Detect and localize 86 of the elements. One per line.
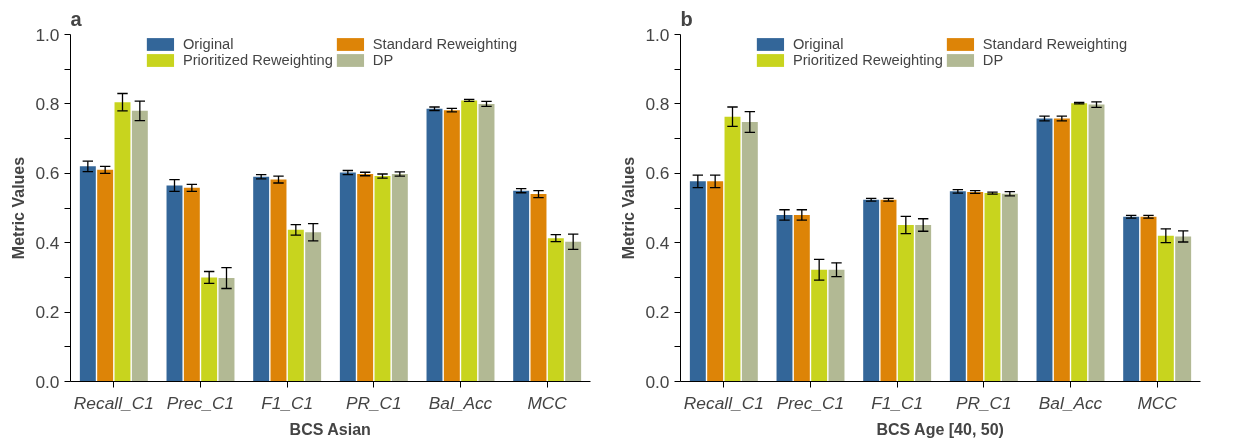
bar <box>707 181 724 382</box>
bar <box>880 199 897 382</box>
bar <box>97 169 114 382</box>
bar <box>183 187 200 382</box>
bar <box>828 269 845 382</box>
bar <box>741 121 758 382</box>
bar <box>478 103 495 382</box>
bar <box>915 225 932 382</box>
bar <box>443 110 460 382</box>
bar <box>114 102 131 382</box>
x-axis-title: BCS Age [40, 50) <box>876 420 1004 438</box>
y-tick-label: 1.0 <box>35 24 60 45</box>
legend-label: Original <box>182 36 234 52</box>
bar <box>1036 118 1053 382</box>
y-tick-label: 1.0 <box>645 24 670 45</box>
y-tick-label: 0.6 <box>645 163 670 184</box>
bar <box>1175 236 1192 382</box>
bar <box>374 176 391 382</box>
bar <box>1140 216 1157 382</box>
bar <box>811 269 828 382</box>
bar <box>547 238 564 382</box>
legend-label: Standard Reweighting <box>982 36 1128 52</box>
bar <box>776 214 793 382</box>
bar <box>201 277 218 382</box>
bar <box>530 194 547 382</box>
x-tick-label: MCC <box>527 392 568 413</box>
bar <box>984 193 1001 382</box>
bar <box>131 110 148 382</box>
bar <box>689 181 706 382</box>
y-tick-label: 0.4 <box>645 232 670 253</box>
x-axis-title: BCS Asian <box>289 420 371 438</box>
y-tick-label: 0.6 <box>35 163 60 184</box>
bar <box>793 214 810 382</box>
bar <box>565 241 582 382</box>
bar <box>218 278 235 382</box>
bar <box>461 100 478 382</box>
chart-title: b <box>680 7 693 30</box>
y-tick-label: 0.2 <box>645 302 670 323</box>
x-tick-label: F1_C1 <box>261 392 314 413</box>
bar <box>357 173 374 382</box>
x-tick-label: Prec_C1 <box>776 392 845 413</box>
y-tick-label: 0.8 <box>645 93 670 114</box>
x-tick-label: F1_C1 <box>871 392 924 413</box>
y-axis-title: Metric Values <box>10 156 28 260</box>
x-tick-label: Bal_Acc <box>1038 392 1103 413</box>
bar <box>513 190 530 382</box>
x-tick-label: Bal_Acc <box>428 392 493 413</box>
bar <box>426 108 443 382</box>
bar <box>339 172 356 382</box>
x-tick-label: Prec_C1 <box>166 392 235 413</box>
bar <box>1071 103 1088 382</box>
bar <box>949 191 966 382</box>
y-tick-label: 0.8 <box>35 93 60 114</box>
bar <box>1123 216 1140 382</box>
text: 0.0 <box>35 371 60 392</box>
bar <box>897 225 914 382</box>
bar <box>1157 235 1174 382</box>
bar <box>391 173 408 382</box>
y-axis-title: Metric Values <box>620 156 638 260</box>
bar <box>1001 193 1018 382</box>
bar <box>1088 104 1105 382</box>
legend-label: Standard Reweighting <box>372 36 518 52</box>
y-tick-label: 0.4 <box>35 232 60 253</box>
bar <box>724 116 741 382</box>
y-tick-label: 0.2 <box>35 302 60 323</box>
legend-label: Original <box>792 36 844 52</box>
bar <box>967 192 984 382</box>
legend-label: DP <box>982 52 1004 68</box>
bar <box>79 166 96 382</box>
bar <box>253 176 270 382</box>
text: 0.0 <box>645 371 670 392</box>
x-tick-label: PR_C1 <box>345 392 402 413</box>
legend-label: Prioritized Reweighting <box>792 52 943 68</box>
x-tick-label: MCC <box>1137 392 1178 413</box>
bar <box>270 179 287 382</box>
chart-title: a <box>70 7 83 30</box>
bar <box>287 229 304 382</box>
x-tick-label: Recall_C1 <box>73 392 154 413</box>
bar <box>863 199 880 382</box>
legend-label: Prioritized Reweighting <box>182 52 333 68</box>
legend-label: DP <box>372 52 394 68</box>
bar <box>305 232 322 382</box>
x-tick-label: PR_C1 <box>955 392 1012 413</box>
bar <box>1053 118 1070 382</box>
bar <box>166 185 183 382</box>
x-tick-label: Recall_C1 <box>683 392 764 413</box>
